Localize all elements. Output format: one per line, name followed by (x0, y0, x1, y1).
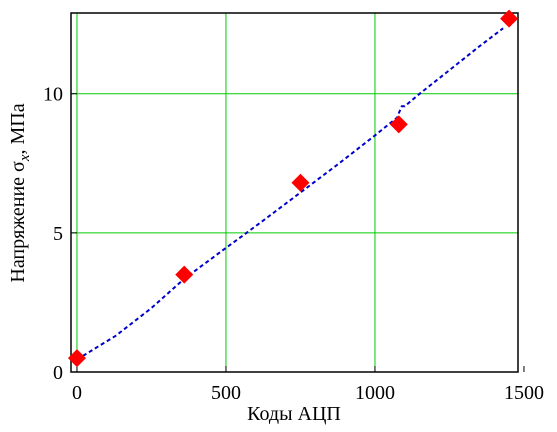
data-point-diamond (291, 173, 310, 192)
data-point-diamond (175, 265, 194, 284)
data-point-diamond (67, 349, 86, 368)
plot-frame (70, 12, 519, 373)
data-points (67, 9, 519, 368)
x-tick-label: 1500 (504, 382, 544, 404)
grid-lines (71, 13, 518, 372)
tick-labels: 0 500 1000 1500 0 5 10 (43, 84, 544, 404)
x-tick-label: 0 (72, 382, 82, 404)
y-axis-label-subscript: x (17, 154, 33, 162)
y-axis-label-prefix: Напряжение σ (7, 161, 29, 283)
y-tick-label: 10 (43, 84, 63, 106)
y-tick-label: 0 (53, 362, 63, 384)
data-point-diamond (500, 9, 519, 28)
x-axis-label: Коды АЦП (247, 403, 341, 425)
y-axis-label: Напряжение σx, МПа (7, 103, 33, 282)
fit-line (76, 27, 504, 361)
y-axis-label-suffix: , МПа (7, 103, 29, 154)
axis-ticks (71, 93, 525, 373)
data-point-diamond (389, 115, 408, 134)
y-tick-label: 5 (53, 223, 63, 245)
x-tick-label: 1000 (355, 382, 395, 404)
x-tick-label: 500 (211, 382, 241, 404)
